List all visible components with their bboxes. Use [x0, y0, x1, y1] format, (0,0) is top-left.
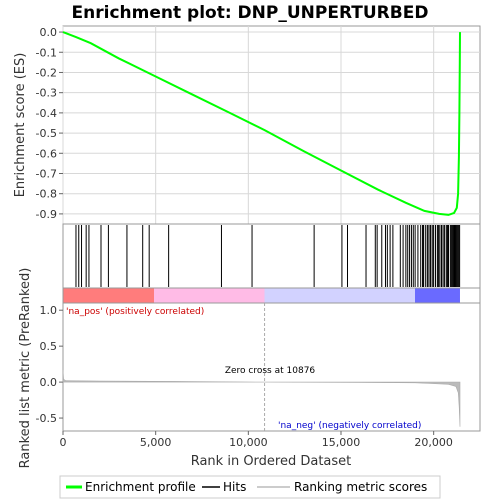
legend-label-hits: Hits: [223, 480, 246, 494]
hit-marks: [75, 225, 461, 287]
enrichment-y-tick-label: -0.9: [36, 208, 57, 221]
enrichment-profile-line: [62, 31, 461, 216]
legend-label-ranking-metric: Ranking metric scores: [294, 480, 427, 494]
x-axis-ticks: 0 5,000 10,000 15,000 20,000: [60, 431, 453, 449]
enrichment-y-tick-label: -0.8: [36, 188, 57, 201]
enrichment-y-tick-label: 0.0: [40, 26, 58, 39]
ranking-metric-area: [62, 369, 461, 427]
ranked-metric-y-tick-label: 0.0: [40, 376, 58, 389]
ranked-metric-y-axis-label: Ranked list metric (PreRanked): [18, 268, 33, 469]
enrichment-y-tick-label: -0.3: [36, 87, 57, 100]
negative-correlation-label: 'na_neg' (negatively correlated): [278, 421, 421, 431]
chart-title: Enrichment plot: DNP_UNPERTURBED: [72, 3, 429, 23]
enrichment-y-axis-label: Enrichment score (ES): [13, 53, 28, 198]
ranked-metric-panel: 1.0 0.5 0.0 -0.5 'na_pos' (positively corre…: [18, 268, 481, 469]
x-axis-tick-label: 10,000: [229, 436, 268, 449]
enrichment-y-tick-label: -0.7: [36, 167, 57, 180]
enrichment-y-tick-label: -0.2: [36, 66, 57, 79]
legend-label-enrichment-profile: Enrichment profile: [85, 480, 196, 494]
enrichment-y-tick-label: -0.5: [36, 127, 57, 140]
positive-correlation-label: 'na_pos' (positively correlated): [66, 307, 204, 317]
ranked-metric-y-tick-label: 1.0: [40, 304, 58, 317]
legend: Enrichment profile Hits Ranking metric s…: [59, 475, 441, 499]
x-axis-label: Rank in Ordered Dataset: [191, 454, 352, 469]
ranked-metric-y-tick-label: -0.5: [36, 412, 57, 425]
ranking-color-bar: [63, 288, 460, 303]
enrichment-y-tick-label: -0.6: [36, 147, 57, 160]
x-axis-tick-label: 15,000: [322, 436, 361, 449]
zero-cross-label: Zero cross at 10876: [225, 366, 316, 376]
x-axis-tick-label: 20,000: [414, 436, 453, 449]
hits-panel: [62, 223, 481, 289]
enrichment-y-tick-label: -0.4: [36, 107, 57, 120]
x-axis-tick-label: 0: [60, 436, 67, 449]
enrichment-y-ticks: 0.0 -0.1 -0.2 -0.3 -0.4 -0.5 -0.6 -0.7 -0.8 -0.9: [36, 26, 63, 221]
enrichment-y-tick-label: -0.1: [36, 46, 57, 59]
ranked-metric-y-tick-label: 0.5: [40, 340, 58, 353]
legend-box: [59, 475, 441, 499]
ranked-metric-y-ticks: 1.0 0.5 0.0 -0.5: [36, 304, 63, 425]
ranking-color-fill: [63, 288, 460, 303]
ranked-metric-plot-area: [62, 302, 481, 432]
enrichment-plot-area: [62, 25, 481, 225]
x-axis-tick-label: 5,000: [140, 436, 172, 449]
enrichment-panel: 0.0-0.1-0.2-0.3-0.4-0.5-0.6-0.7-0.8-0.9 …: [13, 25, 481, 225]
